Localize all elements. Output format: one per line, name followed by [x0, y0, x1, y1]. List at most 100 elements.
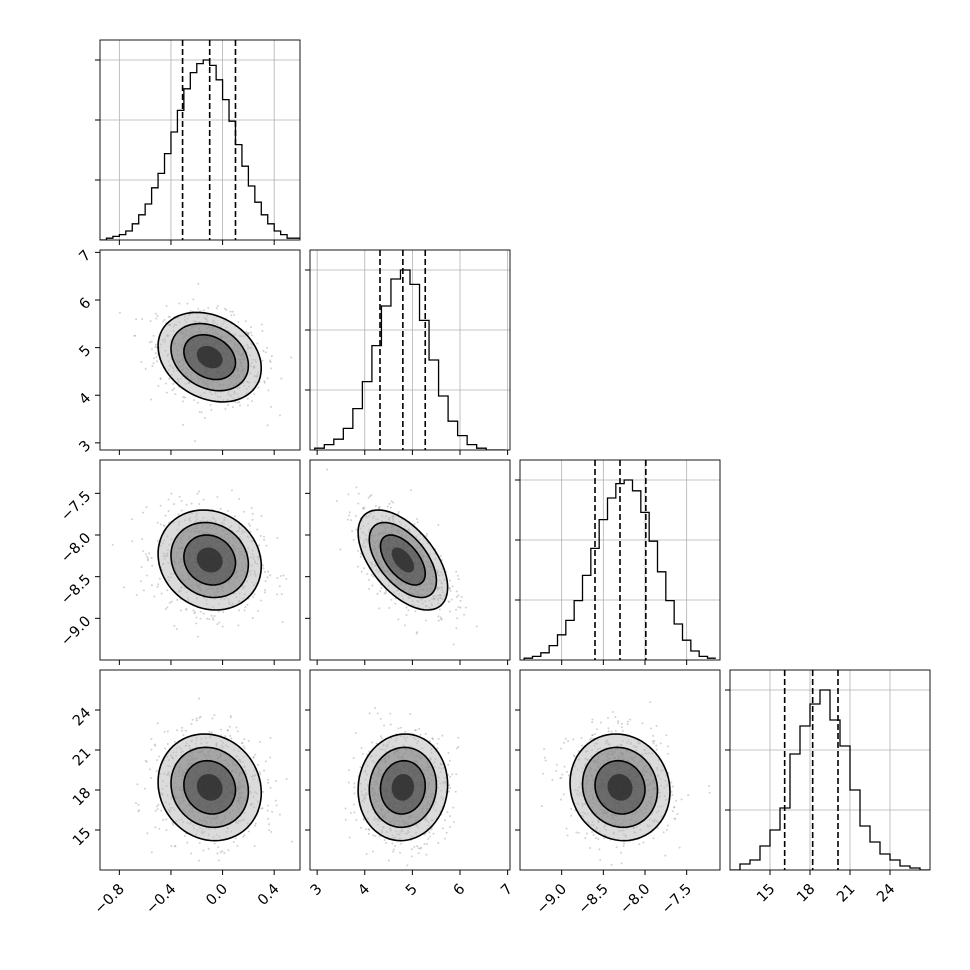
scatter-point	[185, 608, 188, 611]
scatter-point	[230, 737, 233, 740]
scatter-point	[378, 506, 381, 509]
scatter-panel-3-2: −9.0 −8.5 −8.0 −7.5	[515, 669, 721, 917]
panel-frame	[99, 39, 301, 241]
scatter-point	[437, 619, 440, 622]
scatter-point	[134, 802, 137, 805]
scatter-point	[444, 819, 447, 822]
scatter-point	[162, 818, 165, 821]
scatter-point	[230, 489, 233, 492]
scatter-point	[196, 635, 199, 638]
scatter-point	[202, 309, 205, 312]
scatter-point	[593, 733, 596, 736]
scatter-point	[219, 851, 222, 854]
scatter-point	[142, 550, 145, 553]
scatter-point	[192, 298, 195, 301]
scatter-point	[154, 826, 157, 829]
scatter-point	[226, 729, 229, 732]
scatter-point	[243, 738, 246, 741]
scatter-point	[195, 622, 198, 625]
y-tick-label: −8.0	[58, 530, 94, 566]
scatter-point	[198, 841, 201, 844]
scatter-point	[389, 723, 392, 726]
scatter-point	[137, 803, 140, 806]
contour-line	[368, 521, 438, 599]
scatter-point	[198, 697, 201, 700]
scatter-point	[416, 517, 419, 520]
scatter-point	[259, 773, 262, 776]
scatter-point	[260, 515, 263, 518]
scatter-point	[403, 624, 406, 627]
scatter-point	[241, 741, 244, 744]
scatter-point	[159, 377, 162, 380]
scatter-point	[269, 574, 272, 577]
scatter-point	[360, 570, 363, 573]
scatter-point	[406, 864, 409, 867]
scatter-point	[379, 590, 382, 593]
scatter-point	[207, 306, 210, 309]
panel-frame	[309, 459, 511, 661]
scatter-point	[451, 585, 454, 588]
scatter-point	[404, 876, 406, 878]
scatter-point	[111, 543, 114, 546]
scatter-point	[156, 521, 159, 524]
panel-frame	[519, 459, 721, 661]
scatter-point	[156, 360, 159, 363]
scatter-point	[392, 848, 395, 851]
scatter-point	[218, 621, 221, 624]
scatter-point	[449, 610, 452, 613]
scatter-point	[166, 742, 169, 745]
scatter-point	[175, 627, 178, 630]
scatter-point	[348, 514, 351, 517]
scatter-point	[254, 822, 257, 825]
scatter-point	[610, 730, 613, 733]
scatter-point	[348, 836, 351, 839]
scatter-point	[447, 751, 450, 754]
scatter-point	[173, 387, 176, 390]
scatter-point	[227, 849, 230, 852]
scatter-point	[392, 850, 395, 853]
panel-frame	[99, 249, 301, 451]
scatter-point	[167, 315, 170, 318]
scatter-point	[196, 492, 199, 495]
scatter-point	[160, 809, 163, 812]
scatter-point	[356, 549, 359, 552]
scatter-point	[463, 613, 466, 616]
scatter-point	[247, 830, 250, 833]
scatter-point	[152, 362, 155, 365]
scatter-point	[580, 736, 583, 739]
scatter-point	[416, 631, 419, 634]
scatter-point	[599, 858, 602, 861]
scatter-point	[280, 377, 283, 380]
scatter-point	[362, 567, 365, 570]
scatter-point	[445, 831, 448, 834]
scatter-point	[449, 825, 452, 828]
scatter-point	[226, 729, 229, 732]
scatter-point	[170, 844, 173, 847]
scatter-point	[183, 835, 186, 838]
scatter-point	[195, 719, 198, 722]
scatter-point	[170, 600, 173, 603]
scatter-point	[290, 840, 293, 843]
y-tick-label: −9.0	[58, 613, 94, 649]
scatter-point	[262, 790, 265, 793]
scatter-point	[455, 747, 458, 750]
scatter-point	[566, 834, 569, 837]
scatter-point	[394, 602, 397, 605]
scatter-point	[176, 598, 179, 601]
scatter-point	[240, 742, 243, 745]
histogram-step-0	[100, 59, 300, 240]
scatter-point	[441, 734, 444, 737]
scatter-point	[165, 382, 168, 385]
scatter-point	[448, 586, 451, 589]
scatter-point	[251, 617, 254, 620]
scatter-point	[383, 592, 386, 595]
scatter-point	[449, 775, 452, 778]
scatter-point	[367, 832, 370, 835]
scatter-point	[285, 577, 288, 580]
scatter-point	[281, 621, 284, 624]
scatter-point	[146, 559, 149, 562]
scatter-point	[357, 492, 360, 495]
scatter-point	[413, 523, 416, 526]
scatter-point	[416, 521, 419, 524]
scatter-point	[226, 509, 229, 512]
